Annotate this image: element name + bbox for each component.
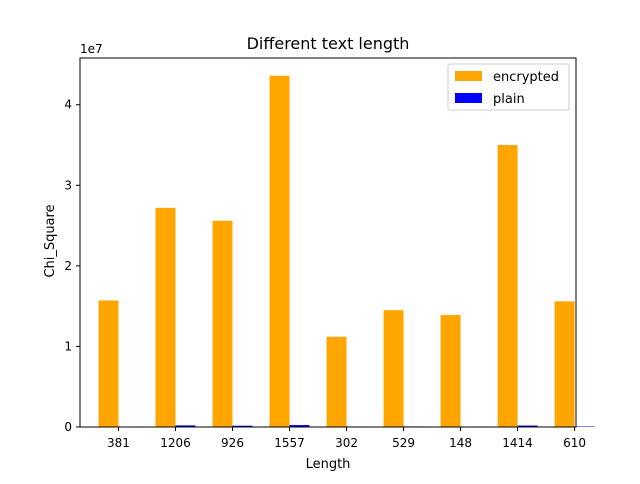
x-tick-label: 1557 — [274, 436, 305, 450]
bar-encrypted-381 — [99, 301, 119, 427]
legend-label-encrypted: encrypted — [493, 70, 559, 85]
bar-encrypted-1206 — [156, 208, 176, 427]
bar-encrypted-302 — [327, 337, 347, 427]
legend: encrypted plain — [448, 64, 569, 110]
y-tick-label: 2 — [64, 259, 72, 273]
bar-encrypted-1557 — [270, 76, 290, 427]
y-axis-label: Chi_Square — [43, 204, 58, 277]
x-tick-label: 529 — [392, 436, 415, 450]
bar-encrypted-610 — [555, 301, 575, 427]
bar-encrypted-529 — [384, 310, 404, 427]
x-tick-label: 610 — [563, 436, 586, 450]
bar-encrypted-148 — [441, 315, 461, 427]
x-tick-label: 381 — [107, 436, 130, 450]
y-tick-label: 1 — [64, 339, 72, 353]
x-tick-label: 302 — [335, 436, 358, 450]
y-tick-label: 4 — [64, 98, 72, 112]
x-tick-label: 926 — [221, 436, 244, 450]
chart-title: Different text length — [247, 34, 410, 53]
x-tick-label: 148 — [449, 436, 472, 450]
bar-encrypted-926 — [213, 221, 233, 427]
legend-label-plain: plain — [493, 92, 525, 107]
legend-swatch-encrypted — [455, 71, 482, 81]
legend-swatch-plain — [455, 93, 482, 103]
bar-encrypted-1414 — [498, 145, 518, 427]
y-offset-label: 1e7 — [80, 42, 103, 56]
x-tick-label: 1206 — [160, 436, 191, 450]
x-axis-label: Length — [306, 457, 351, 472]
y-tick-label: 0 — [64, 420, 72, 434]
y-tick-label: 3 — [64, 178, 72, 192]
x-tick-label: 1414 — [502, 436, 533, 450]
